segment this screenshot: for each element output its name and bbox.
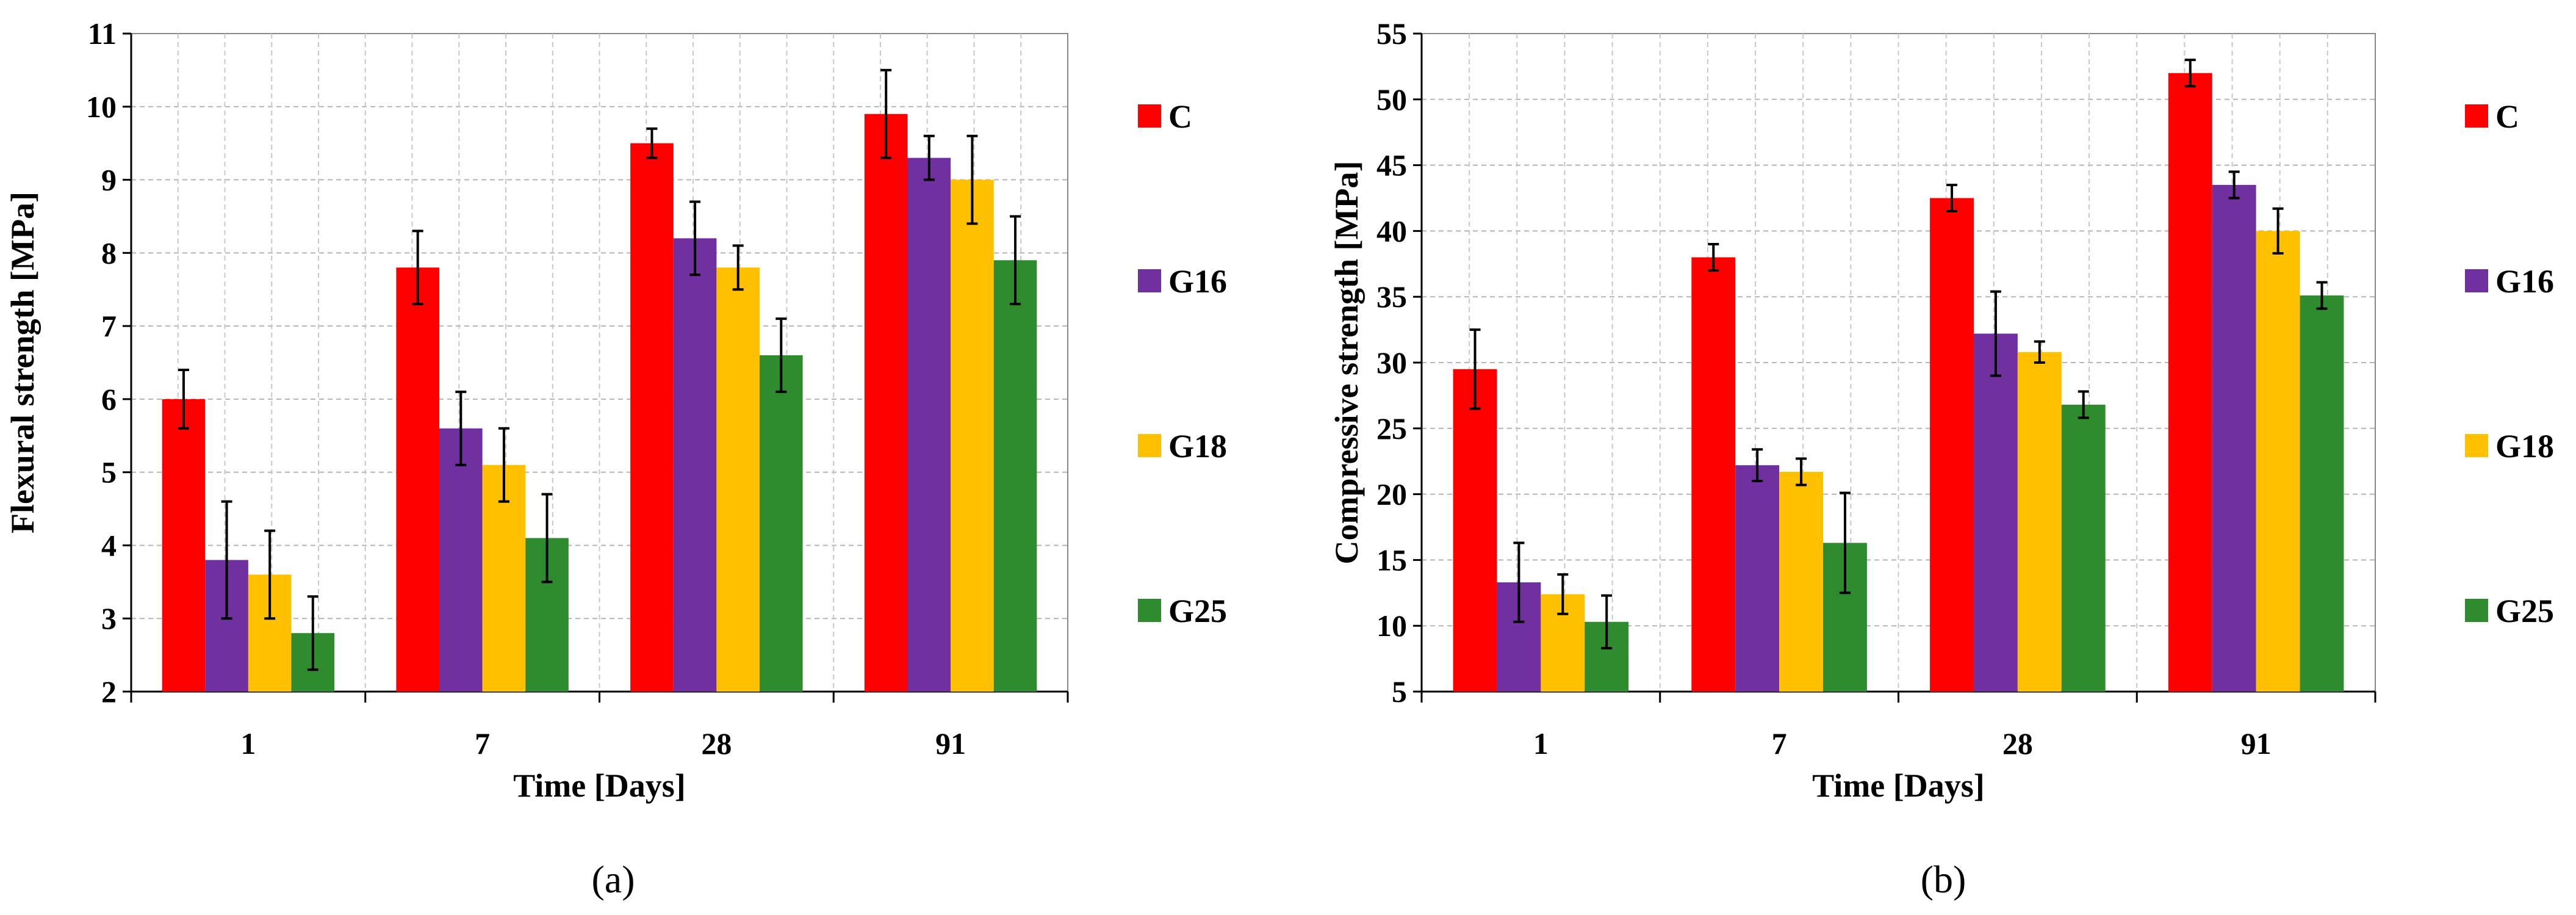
bar-g18-7 <box>1779 471 1824 692</box>
legend-label-g18: G18 <box>2495 428 2554 465</box>
y-axis-label: Compressive strength [MPa] <box>1328 161 1365 565</box>
legend-label-g25: G25 <box>1168 593 1227 629</box>
panel-label: (a) <box>591 858 635 901</box>
bar-c-91 <box>2168 73 2212 692</box>
y-tick-label: 10 <box>1376 609 1407 643</box>
y-tick-label: 5 <box>101 455 117 490</box>
bar-c-7 <box>396 267 440 692</box>
legend-label-g18: G18 <box>1168 428 1227 465</box>
bar-c-91 <box>864 114 908 692</box>
y-tick-label: 5 <box>1392 674 1407 709</box>
legend-swatch-c <box>2465 104 2488 128</box>
x-axis-label: Time [Days] <box>513 767 685 804</box>
legend-label-g16: G16 <box>1168 263 1227 300</box>
x-tick-label: 7 <box>1772 726 1787 761</box>
x-tick-label: 1 <box>240 726 256 761</box>
bar-g16-91 <box>2212 184 2256 692</box>
y-tick-label: 6 <box>101 382 117 416</box>
bar-c-7 <box>1691 257 1736 692</box>
chart-b: 5 10 15 20 25 30 35 40 45 50 55 1 7 28 91 Time [Days] Co… <box>1328 16 2554 901</box>
x-tick-label: 28 <box>701 726 732 761</box>
y-tick-label: 2 <box>101 674 117 709</box>
y-tick-label: 7 <box>101 309 117 343</box>
x-tick-label: 91 <box>935 726 966 761</box>
bar-g16-28 <box>673 238 717 692</box>
y-tick-label: 11 <box>88 16 117 51</box>
bar-c-28 <box>630 143 674 692</box>
x-tick-label: 1 <box>1533 726 1549 761</box>
bar-g25-91 <box>2300 295 2344 692</box>
bar-c-28 <box>1930 198 1974 692</box>
legend-swatch-g25 <box>2465 599 2488 622</box>
x-axis-label: Time [Days] <box>1812 767 1984 804</box>
y-tick-label: 30 <box>1376 345 1407 380</box>
bar-g16-28 <box>1973 333 2018 692</box>
y-tick-label: 25 <box>1376 411 1407 446</box>
y-tick-label: 4 <box>101 528 117 562</box>
x-tick-label: 91 <box>2241 726 2272 761</box>
bar-c-1 <box>162 399 206 692</box>
y-tick-label: 10 <box>86 90 117 124</box>
y-tick-label: 3 <box>101 601 117 635</box>
bar-g18-91 <box>2256 231 2300 692</box>
bar-g25-28 <box>759 355 803 692</box>
legend-label-g16: G16 <box>2495 263 2554 300</box>
bar-g18-28 <box>2017 352 2062 692</box>
legend-label-g25: G25 <box>2495 593 2554 629</box>
y-tick-label: 50 <box>1376 82 1407 117</box>
x-tick-label: 28 <box>2002 726 2033 761</box>
bar-g16-7 <box>1735 465 1780 692</box>
bar-g25-28 <box>2061 404 2106 692</box>
y-tick-label: 20 <box>1376 477 1407 512</box>
x-tick-label: 7 <box>475 726 490 761</box>
y-tick-label: 9 <box>101 163 117 197</box>
y-axis-label: Flexural strength [MPa] <box>4 192 41 533</box>
bar-g16-7 <box>439 428 483 692</box>
y-tick-label: 15 <box>1376 543 1407 577</box>
legend-swatch-g25 <box>1138 599 1161 622</box>
y-tick-label: 40 <box>1376 214 1407 248</box>
y-tick-label: 55 <box>1376 16 1407 51</box>
bar-g25-91 <box>993 260 1037 692</box>
y-tick-label: 45 <box>1376 148 1407 183</box>
bar-g16-91 <box>907 157 951 692</box>
bar-g18-91 <box>951 179 994 692</box>
legend-label-c: C <box>2495 98 2519 135</box>
y-tick-label: 35 <box>1376 280 1407 314</box>
y-tick-label: 8 <box>101 236 117 270</box>
bar-c-1 <box>1453 369 1497 692</box>
legend-label-c: C <box>1168 98 1192 135</box>
legend-swatch-g18 <box>2465 434 2488 457</box>
legend-swatch-g18 <box>1138 434 1161 457</box>
legend-swatch-g16 <box>2465 269 2488 292</box>
bar-g18-28 <box>716 267 760 692</box>
legend-swatch-g16 <box>1138 269 1161 292</box>
panel-label: (b) <box>1921 858 1966 901</box>
legend-swatch-c <box>1138 104 1161 128</box>
